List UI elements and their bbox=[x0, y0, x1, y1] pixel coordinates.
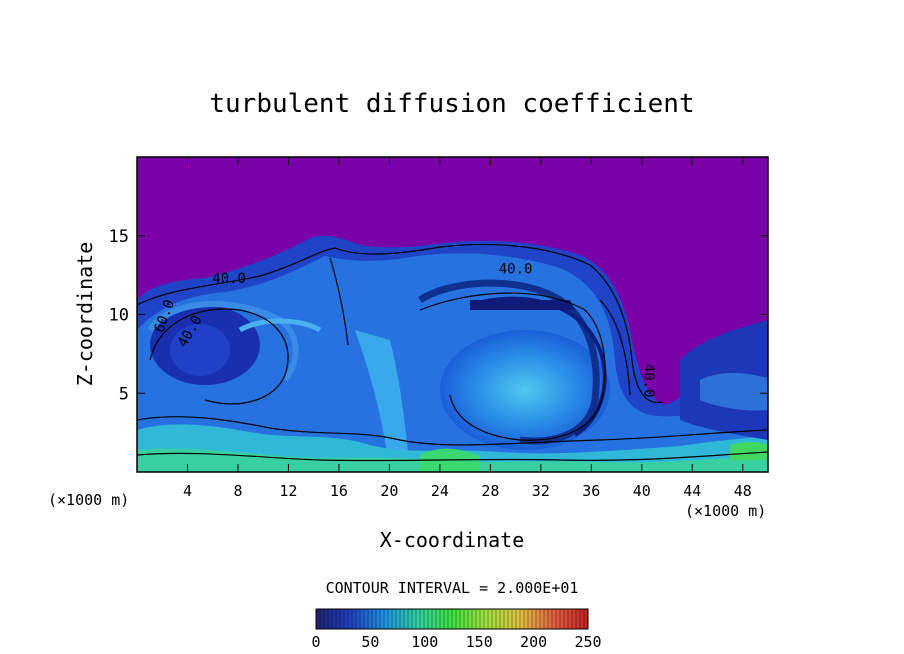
colorbar-tick-label: 150 bbox=[466, 633, 493, 651]
x-tick-label: 36 bbox=[582, 482, 600, 500]
x-unit-left: (×1000 m) bbox=[48, 491, 129, 509]
colorbar-tick-label: 0 bbox=[311, 633, 320, 651]
colorbar-tick-label: 100 bbox=[411, 633, 438, 651]
colorbar-tick-label: 50 bbox=[361, 633, 379, 651]
x-tick-label: 4 bbox=[183, 482, 192, 500]
x-tick-label: 32 bbox=[532, 482, 550, 500]
x-tick-label: 24 bbox=[431, 482, 449, 500]
field-shading bbox=[137, 235, 768, 472]
x-axis-label: X-coordinate bbox=[380, 528, 525, 552]
x-tick-label: 44 bbox=[683, 482, 701, 500]
x-tick-label: 12 bbox=[279, 482, 297, 500]
contour-label: 40.0 bbox=[499, 262, 533, 278]
x-tick-label: 20 bbox=[380, 482, 398, 500]
y-axis-label: Z-coordinate bbox=[73, 242, 97, 387]
x-tick-label: 8 bbox=[233, 482, 242, 500]
colorbar-stripes bbox=[319, 609, 585, 629]
colorbar: 0 50 100 150 200 250 bbox=[311, 608, 602, 651]
y-tick-label: 15 bbox=[109, 227, 129, 247]
contour-interval-label: CONTOUR INTERVAL = 2.000E+01 bbox=[326, 579, 579, 597]
x-tick-label: 48 bbox=[734, 482, 752, 500]
y-tick-label: 10 bbox=[109, 306, 129, 326]
x-tick-label: 28 bbox=[481, 482, 499, 500]
x-unit-right: (×1000 m) bbox=[685, 502, 766, 520]
chart-title: turbulent diffusion coefficient bbox=[209, 89, 694, 119]
x-axis-ticks: 4 8 12 16 20 24 28 32 36 40 44 48 bbox=[183, 157, 752, 500]
colorbar-tick-label: 250 bbox=[574, 633, 601, 651]
colorbar-tick-label: 200 bbox=[520, 633, 547, 651]
plot-area bbox=[136, 156, 769, 473]
x-tick-label: 40 bbox=[633, 482, 651, 500]
y-axis-ticks: 5 10 15 bbox=[109, 227, 768, 404]
contour-label: 40.0 bbox=[212, 271, 246, 287]
y-tick-label: 5 bbox=[119, 384, 129, 404]
colorbar-frame bbox=[315, 608, 589, 630]
colorbar-ticks: 0 50 100 150 200 250 bbox=[311, 633, 601, 651]
x-tick-label: 16 bbox=[330, 482, 348, 500]
colorbar-gradient bbox=[316, 609, 588, 629]
contour-label: 40.0 bbox=[640, 364, 656, 398]
